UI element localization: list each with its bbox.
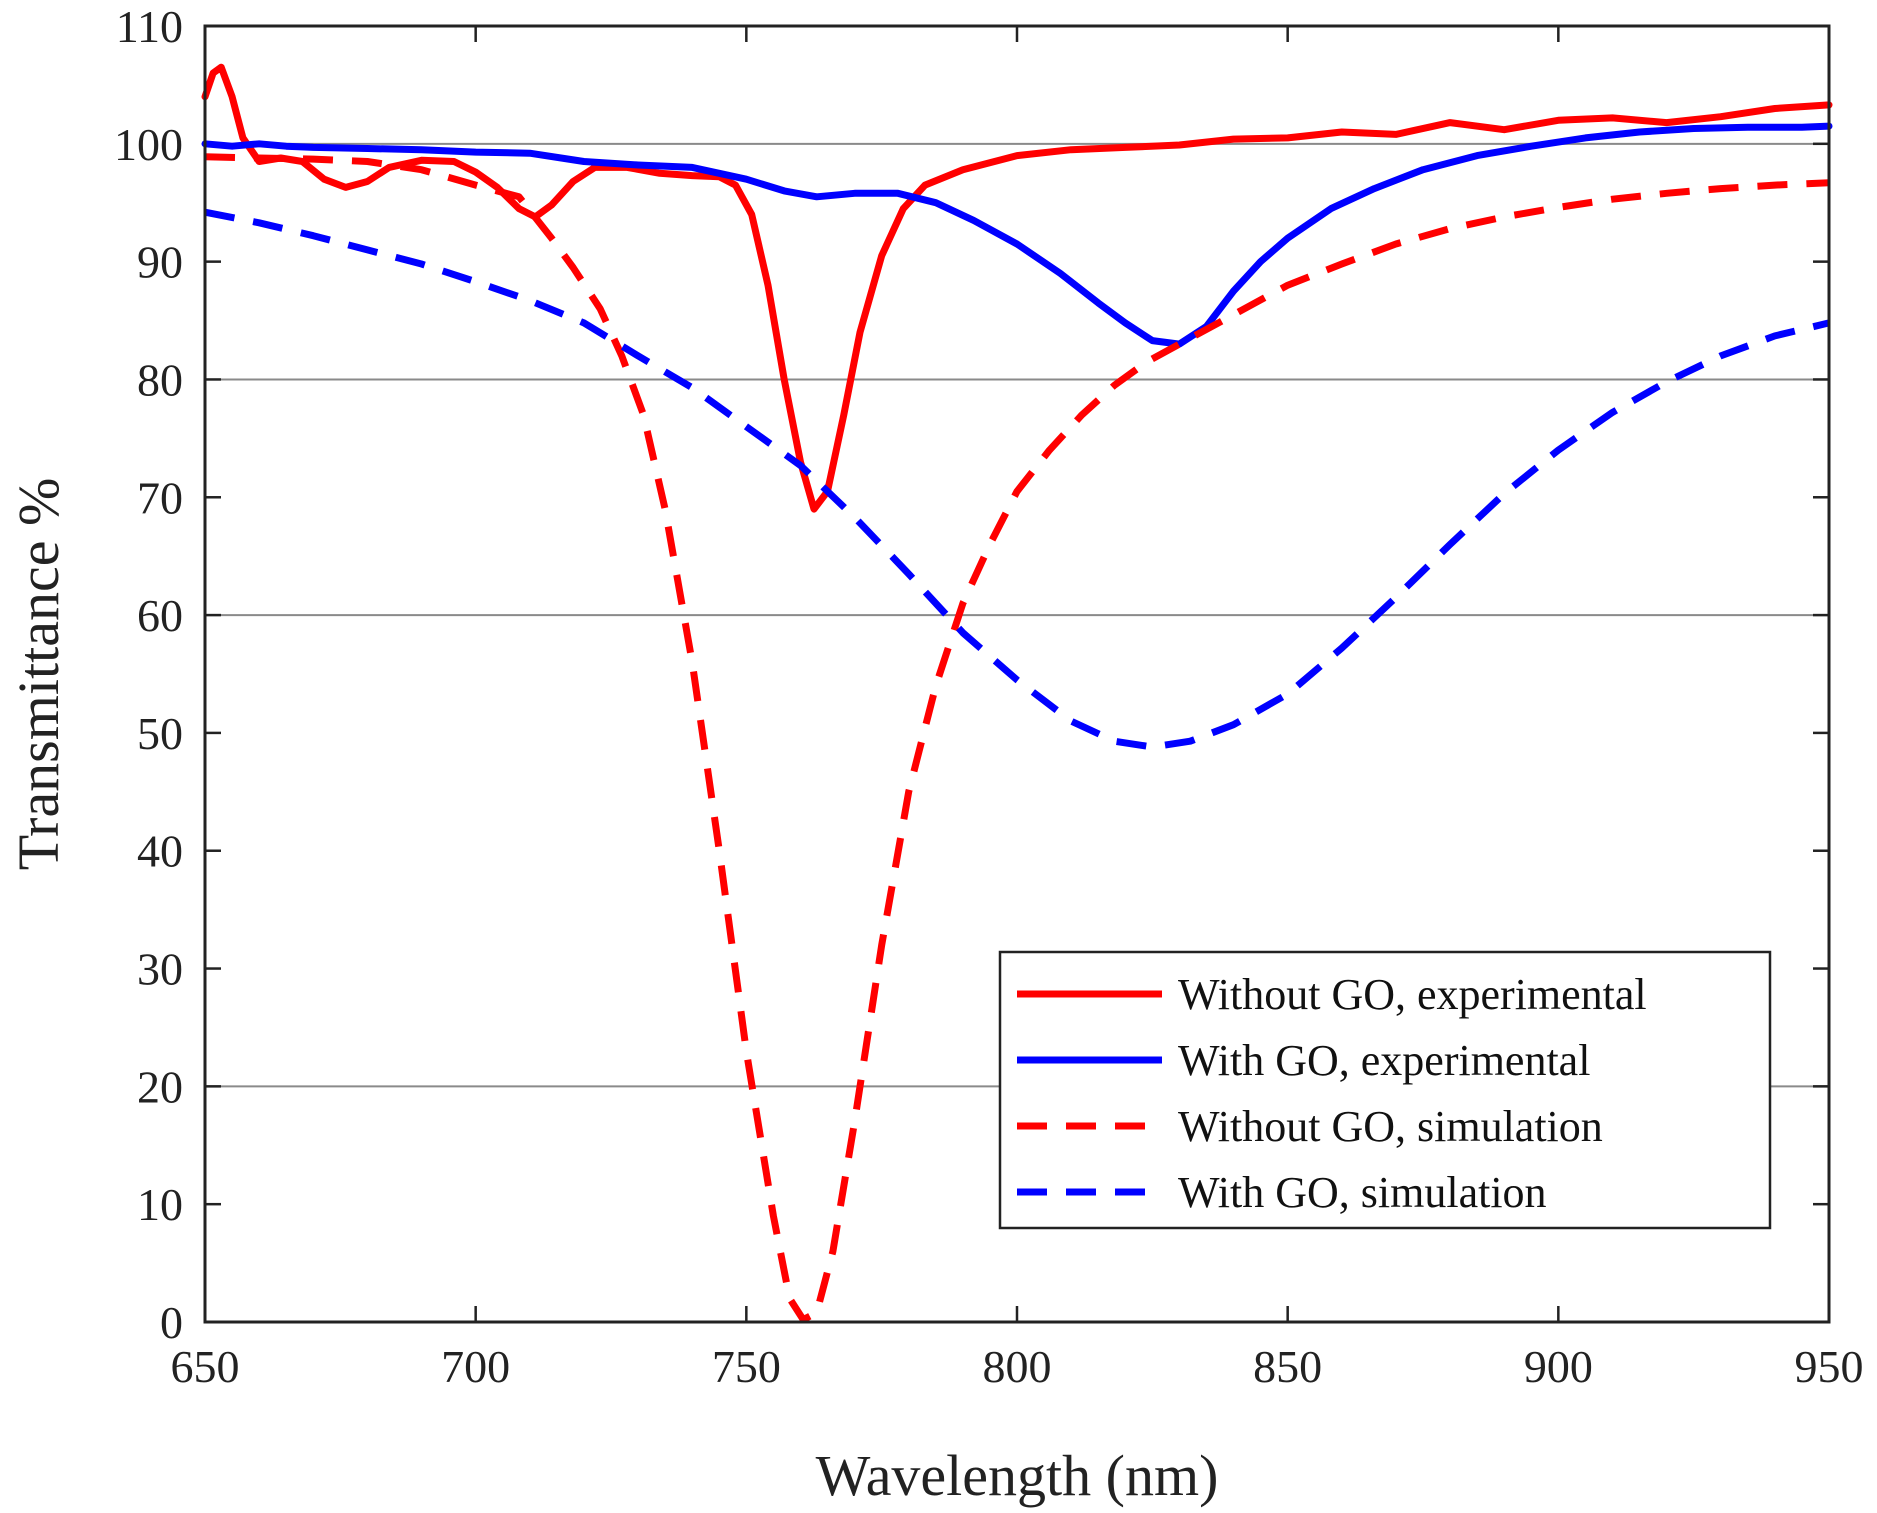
y-tick-label-60: 60: [137, 590, 183, 641]
series-line-with-go-simulation: [204, 208, 1830, 751]
legend: Without GO, experimental With GO, experim…: [998, 950, 1772, 1230]
series-line-without-go-experimental: [201, 63, 1833, 513]
series-lines: [201, 63, 1833, 1324]
x-tick-label-650: 650: [171, 1341, 240, 1392]
y-tick-label-20: 20: [137, 1061, 183, 1112]
x-tick-label-800: 800: [983, 1341, 1052, 1392]
legend-label-with-go-simulation: With GO, simulation: [1178, 1168, 1547, 1217]
legend-box: [998, 950, 1772, 1230]
tick-labels: 650 700 750 800 850 900 950 0 10 20 30 40 50 60 70 80 90…: [114, 1, 1864, 1392]
y-tick-label-10: 10: [137, 1179, 183, 1230]
y-axis-title: Transmittance %: [6, 478, 71, 871]
series-line-without-go-simulation: [204, 153, 1830, 1324]
x-tick-label-750: 750: [712, 1341, 781, 1392]
y-tick-label-90: 90: [137, 237, 183, 288]
y-tick-label-70: 70: [137, 472, 183, 523]
y-tick-label-30: 30: [137, 944, 183, 995]
y-tick-label-0: 0: [160, 1297, 183, 1348]
x-tick-label-950: 950: [1795, 1341, 1864, 1392]
y-tick-label-110: 110: [116, 1, 183, 52]
x-tick-label-850: 850: [1253, 1341, 1322, 1392]
legend-label-with-go-experimental: With GO, experimental: [1178, 1036, 1590, 1085]
legend-label-without-go-experimental: Without GO, experimental: [1178, 970, 1647, 1019]
x-tick-label-900: 900: [1524, 1341, 1593, 1392]
series-line-with-go-experimental: [201, 122, 1833, 348]
legend-label-without-go-simulation: Without GO, simulation: [1178, 1102, 1603, 1151]
y-tick-label-40: 40: [137, 826, 183, 877]
y-tick-label-80: 80: [137, 354, 183, 405]
x-axis-title: Wavelength (nm): [816, 1443, 1219, 1508]
y-tick-label-50: 50: [137, 708, 183, 759]
plot-frame: [203, 24, 1831, 1324]
x-tick-label-700: 700: [441, 1341, 510, 1392]
y-tick-label-100: 100: [114, 119, 183, 170]
